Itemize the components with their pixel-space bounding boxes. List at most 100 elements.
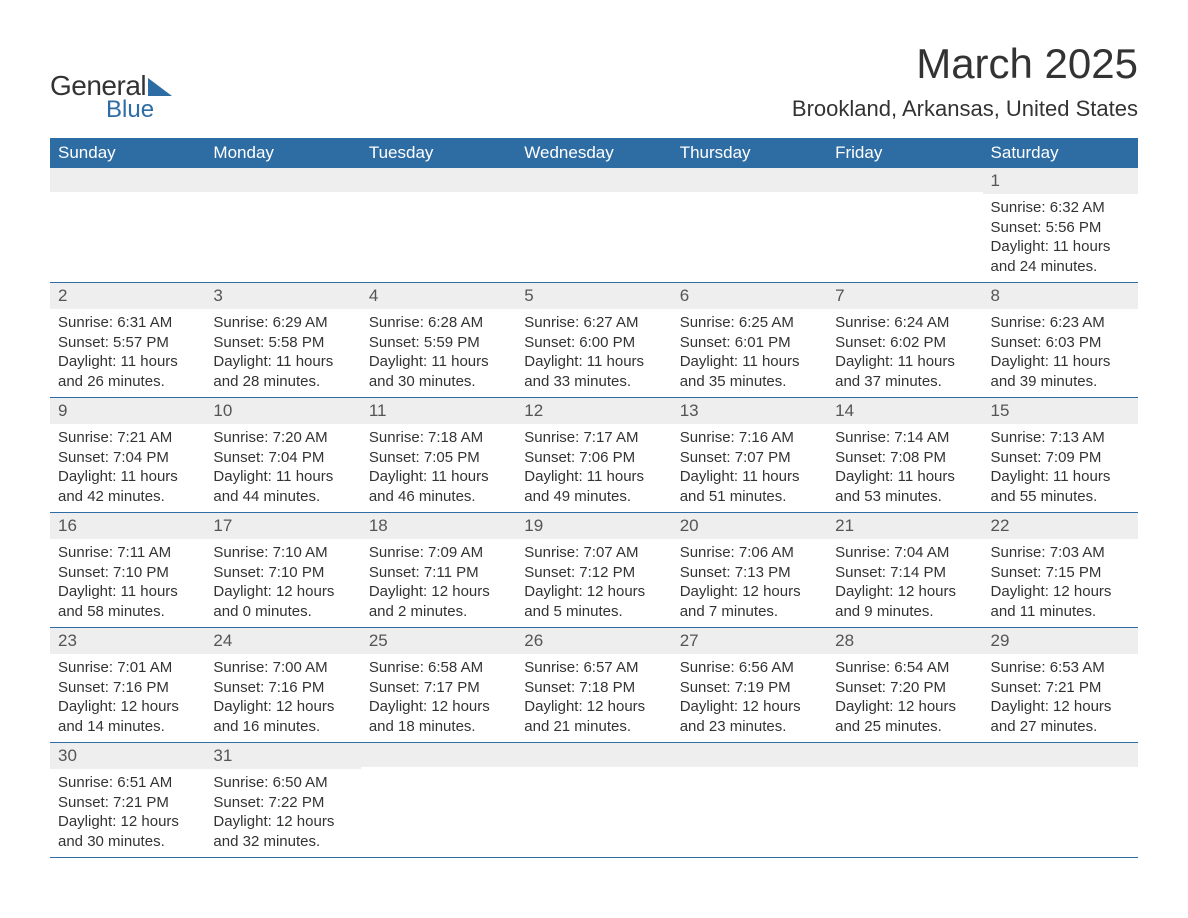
day-number: 2: [50, 283, 205, 309]
day-details: Sunrise: 7:13 AMSunset: 7:09 PMDaylight:…: [983, 424, 1138, 512]
day-details: [50, 192, 205, 202]
calendar-day-cell: 11Sunrise: 7:18 AMSunset: 7:05 PMDayligh…: [361, 398, 516, 513]
sunrise-text: Sunrise: 7:07 AM: [524, 543, 663, 563]
sunset-text: Sunset: 7:21 PM: [58, 793, 197, 813]
weekday-header: Saturday: [983, 138, 1138, 168]
sunset-text: Sunset: 7:13 PM: [680, 563, 819, 583]
day-details: Sunrise: 6:56 AMSunset: 7:19 PMDaylight:…: [672, 654, 827, 742]
sunset-text: Sunset: 7:18 PM: [524, 678, 663, 698]
sunrise-text: Sunrise: 7:20 AM: [213, 428, 352, 448]
day-details: Sunrise: 6:29 AMSunset: 5:58 PMDaylight:…: [205, 309, 360, 397]
day-number: 30: [50, 743, 205, 769]
logo-triangle-icon: [148, 78, 172, 96]
day-number: 19: [516, 513, 671, 539]
day-number: 5: [516, 283, 671, 309]
calendar-day-cell: 8Sunrise: 6:23 AMSunset: 6:03 PMDaylight…: [983, 283, 1138, 398]
sunset-text: Sunset: 7:16 PM: [213, 678, 352, 698]
daylight-text: Daylight: 12 hours and 25 minutes.: [835, 697, 974, 736]
daylight-text: Daylight: 11 hours and 33 minutes.: [524, 352, 663, 391]
day-number: [827, 743, 982, 767]
sunset-text: Sunset: 7:10 PM: [58, 563, 197, 583]
calendar-day-cell: [672, 743, 827, 858]
title-block: March 2025 Brookland, Arkansas, United S…: [792, 40, 1138, 122]
calendar-day-cell: 4Sunrise: 6:28 AMSunset: 5:59 PMDaylight…: [361, 283, 516, 398]
logo-word2: Blue: [106, 96, 154, 124]
day-number: 6: [672, 283, 827, 309]
sunrise-text: Sunrise: 6:24 AM: [835, 313, 974, 333]
day-details: [516, 767, 671, 777]
calendar-week-row: 9Sunrise: 7:21 AMSunset: 7:04 PMDaylight…: [50, 398, 1138, 513]
day-number: 1: [983, 168, 1138, 194]
daylight-text: Daylight: 12 hours and 32 minutes.: [213, 812, 352, 851]
day-number: [50, 168, 205, 192]
daylight-text: Daylight: 12 hours and 16 minutes.: [213, 697, 352, 736]
sunrise-text: Sunrise: 6:58 AM: [369, 658, 508, 678]
sunrise-text: Sunrise: 7:09 AM: [369, 543, 508, 563]
sunset-text: Sunset: 7:04 PM: [58, 448, 197, 468]
day-details: Sunrise: 6:50 AMSunset: 7:22 PMDaylight:…: [205, 769, 360, 857]
sunrise-text: Sunrise: 6:29 AM: [213, 313, 352, 333]
calendar-day-cell: 27Sunrise: 6:56 AMSunset: 7:19 PMDayligh…: [672, 628, 827, 743]
sunrise-text: Sunrise: 7:03 AM: [991, 543, 1130, 563]
day-details: Sunrise: 6:54 AMSunset: 7:20 PMDaylight:…: [827, 654, 982, 742]
day-details: Sunrise: 7:17 AMSunset: 7:06 PMDaylight:…: [516, 424, 671, 512]
sunrise-text: Sunrise: 7:21 AM: [58, 428, 197, 448]
daylight-text: Daylight: 11 hours and 42 minutes.: [58, 467, 197, 506]
calendar-day-cell: 10Sunrise: 7:20 AMSunset: 7:04 PMDayligh…: [205, 398, 360, 513]
sunset-text: Sunset: 7:04 PM: [213, 448, 352, 468]
day-details: Sunrise: 6:25 AMSunset: 6:01 PMDaylight:…: [672, 309, 827, 397]
day-number: 23: [50, 628, 205, 654]
daylight-text: Daylight: 11 hours and 58 minutes.: [58, 582, 197, 621]
day-number: 13: [672, 398, 827, 424]
calendar-day-cell: 22Sunrise: 7:03 AMSunset: 7:15 PMDayligh…: [983, 513, 1138, 628]
daylight-text: Daylight: 11 hours and 28 minutes.: [213, 352, 352, 391]
day-details: Sunrise: 6:31 AMSunset: 5:57 PMDaylight:…: [50, 309, 205, 397]
weekday-header: Thursday: [672, 138, 827, 168]
day-details: [361, 192, 516, 202]
sunrise-text: Sunrise: 6:54 AM: [835, 658, 974, 678]
weekday-header-row: Sunday Monday Tuesday Wednesday Thursday…: [50, 138, 1138, 168]
day-details: [827, 767, 982, 777]
calendar-day-cell: 6Sunrise: 6:25 AMSunset: 6:01 PMDaylight…: [672, 283, 827, 398]
day-number: 25: [361, 628, 516, 654]
sunset-text: Sunset: 7:05 PM: [369, 448, 508, 468]
day-number: 24: [205, 628, 360, 654]
calendar-day-cell: 17Sunrise: 7:10 AMSunset: 7:10 PMDayligh…: [205, 513, 360, 628]
day-number: 28: [827, 628, 982, 654]
day-number: 8: [983, 283, 1138, 309]
day-number: [672, 168, 827, 192]
day-details: [983, 767, 1138, 777]
day-details: [205, 192, 360, 202]
calendar-day-cell: 30Sunrise: 6:51 AMSunset: 7:21 PMDayligh…: [50, 743, 205, 858]
sunset-text: Sunset: 7:16 PM: [58, 678, 197, 698]
day-number: 27: [672, 628, 827, 654]
day-number: 26: [516, 628, 671, 654]
calendar-day-cell: 25Sunrise: 6:58 AMSunset: 7:17 PMDayligh…: [361, 628, 516, 743]
calendar-day-cell: 19Sunrise: 7:07 AMSunset: 7:12 PMDayligh…: [516, 513, 671, 628]
day-number: 17: [205, 513, 360, 539]
calendar-week-row: 30Sunrise: 6:51 AMSunset: 7:21 PMDayligh…: [50, 743, 1138, 858]
weekday-header: Friday: [827, 138, 982, 168]
day-details: Sunrise: 7:06 AMSunset: 7:13 PMDaylight:…: [672, 539, 827, 627]
weekday-header: Monday: [205, 138, 360, 168]
sunset-text: Sunset: 7:10 PM: [213, 563, 352, 583]
sunset-text: Sunset: 7:19 PM: [680, 678, 819, 698]
sunset-text: Sunset: 5:57 PM: [58, 333, 197, 353]
logo: General Blue: [50, 40, 172, 124]
day-number: 15: [983, 398, 1138, 424]
daylight-text: Daylight: 12 hours and 7 minutes.: [680, 582, 819, 621]
day-details: Sunrise: 7:10 AMSunset: 7:10 PMDaylight:…: [205, 539, 360, 627]
calendar-day-cell: [361, 743, 516, 858]
calendar-day-cell: 29Sunrise: 6:53 AMSunset: 7:21 PMDayligh…: [983, 628, 1138, 743]
day-number: [516, 743, 671, 767]
daylight-text: Daylight: 11 hours and 37 minutes.: [835, 352, 974, 391]
sunset-text: Sunset: 7:15 PM: [991, 563, 1130, 583]
daylight-text: Daylight: 11 hours and 53 minutes.: [835, 467, 974, 506]
calendar-day-cell: 23Sunrise: 7:01 AMSunset: 7:16 PMDayligh…: [50, 628, 205, 743]
day-number: 20: [672, 513, 827, 539]
day-details: Sunrise: 7:21 AMSunset: 7:04 PMDaylight:…: [50, 424, 205, 512]
daylight-text: Daylight: 11 hours and 44 minutes.: [213, 467, 352, 506]
day-details: Sunrise: 7:18 AMSunset: 7:05 PMDaylight:…: [361, 424, 516, 512]
weekday-header: Wednesday: [516, 138, 671, 168]
day-number: [516, 168, 671, 192]
